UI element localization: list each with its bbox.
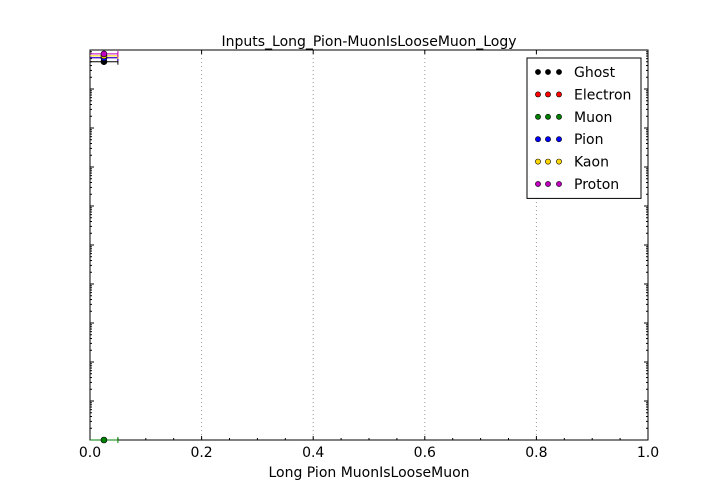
legend-label: Proton	[574, 177, 619, 193]
legend-marker	[545, 91, 551, 98]
series-point	[100, 436, 108, 444]
legend-marker	[556, 113, 562, 120]
x-tick-label: 0.8	[525, 445, 547, 461]
legend-label: Pion	[574, 132, 603, 148]
legend-marker	[556, 69, 562, 75]
legend-marker	[545, 181, 551, 187]
legend-marker	[556, 181, 562, 187]
legend-marker	[556, 91, 562, 98]
series-point	[100, 50, 108, 58]
x-axis-label: Long Pion MuonIsLooseMuon	[268, 465, 469, 481]
plot-area: 0.0 0.2 0.4 0.6 0.8 1.0	[79, 49, 659, 461]
legend-marker	[535, 181, 541, 187]
axes-frame	[89, 49, 649, 441]
legend-label: Muon	[574, 110, 612, 126]
legend-marker	[535, 158, 541, 165]
x-tick-label: 0.6	[414, 445, 436, 461]
legend-marker	[545, 158, 551, 165]
legend-marker	[535, 91, 541, 98]
x-tick-label: 0.4	[302, 445, 324, 461]
legend-marker	[545, 113, 551, 120]
legend-marker	[556, 136, 562, 143]
legend-marker	[535, 69, 541, 75]
legend-label: Ghost	[574, 65, 616, 81]
chart-title: Inputs_Long_Pion-MuonIsLooseMuon_Logy	[221, 34, 516, 50]
x-tick-label: 1.0	[637, 445, 659, 461]
x-tick-label: 0.0	[79, 445, 101, 461]
legend-marker	[535, 136, 541, 143]
legend-marker	[545, 69, 551, 75]
legend-marker	[535, 113, 541, 120]
legend-label: Electron	[574, 87, 631, 103]
x-tick-label: 0.2	[190, 445, 212, 461]
legend-box	[526, 57, 642, 199]
legend: Ghost Electron Muon Pion Kaon Proton	[526, 57, 642, 199]
legend-label: Kaon	[574, 155, 609, 171]
legend-marker	[556, 158, 562, 165]
legend-marker	[545, 136, 551, 143]
